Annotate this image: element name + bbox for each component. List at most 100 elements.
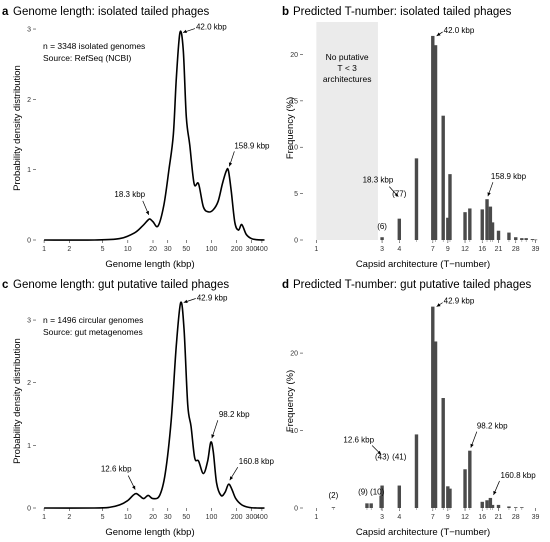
bar — [485, 199, 489, 240]
peak-annotation: 98.2 kbp — [219, 410, 250, 419]
bar — [431, 35, 435, 241]
x-tick-label: 3 — [380, 514, 384, 521]
peak-arrow-head — [182, 29, 187, 34]
x-tick-label: 39 — [532, 246, 540, 253]
x-tick-label: 200 — [231, 246, 243, 253]
note-a-source: Source: RefSeq (NCBI) — [43, 53, 132, 63]
bar-arrow-head — [436, 32, 441, 36]
no-small-t-label-line: No putative — [326, 52, 369, 62]
bar — [514, 507, 518, 508]
peak-arrow-head — [229, 476, 234, 481]
bar-arrow-head — [377, 450, 382, 455]
y-tick-label: 15 — [290, 98, 298, 105]
x-tick-label: 300 — [246, 246, 258, 253]
bar — [496, 504, 501, 508]
bar — [441, 398, 445, 508]
peak-arrow-head — [132, 485, 136, 490]
y-tick-label: 1 — [27, 443, 31, 450]
y-tick-label: 0 — [294, 506, 298, 513]
x-tick-label: 12 — [461, 514, 469, 521]
x-tick-label: 1 — [42, 246, 46, 253]
x-tick-label: 10 — [124, 246, 132, 253]
panel-title-a: Genome length: isolated tailed phages — [13, 6, 210, 18]
bar — [397, 485, 402, 508]
y-tick-label: 20 — [290, 52, 298, 59]
x-tick-label: 2 — [67, 246, 71, 253]
bar — [414, 158, 419, 240]
x-tick-label: 28 — [512, 246, 520, 253]
peak-annotation: 158.9 kbp — [234, 141, 270, 150]
y-tick-label: 0 — [294, 238, 298, 245]
xlabel-b: Capsid architecture (T−number) — [356, 259, 490, 270]
x-tick-label: 12 — [461, 246, 469, 253]
note-c-count: n = 1496 circular genomes — [43, 315, 143, 325]
bar-annotation: (41) — [392, 453, 407, 462]
x-tick-label: 50 — [182, 246, 190, 253]
panel-title-d: Predicted T-number: gut putative tailed … — [293, 279, 531, 291]
bar — [533, 239, 538, 241]
bar — [463, 469, 467, 508]
bar — [448, 174, 452, 240]
bar — [331, 507, 336, 508]
y-tick-label: 2 — [27, 97, 31, 104]
bar — [446, 217, 450, 240]
bar-annotation: 158.9 kbp — [491, 172, 527, 181]
x-tick-label: 400 — [256, 514, 268, 521]
bar-annotation: 18.3 kbp — [363, 176, 394, 185]
x-tick-label: 100 — [206, 246, 218, 253]
y-tick-label: 0 — [27, 238, 31, 245]
bar — [530, 239, 535, 240]
bar — [488, 497, 493, 508]
ylabel-d: Frequency (%) — [285, 370, 296, 432]
bar-annotation: (10) — [370, 487, 385, 496]
bar — [441, 115, 445, 240]
plot-tnumber-isolated: No putative T < 3 architectures 0 5 10 15 20 1 3 4… — [290, 22, 540, 253]
x-tick-label: 21 — [495, 514, 503, 521]
peak-annotation: 42.0 kbp — [196, 23, 227, 32]
bar — [380, 237, 384, 240]
bar-annotation: 42.0 kbp — [444, 26, 475, 35]
peak-arrow-head — [145, 210, 149, 215]
x-tick-label: 28 — [512, 514, 520, 521]
bar-annotation: 160.8 kbp — [501, 471, 537, 480]
bar — [496, 230, 501, 240]
no-small-t-region — [316, 22, 378, 240]
x-tick-label: 100 — [206, 514, 218, 521]
y-tick-label: 20 — [290, 351, 298, 358]
x-tick-label: 16 — [478, 246, 486, 253]
bar-annotation: (6) — [377, 222, 387, 231]
note-a-count: n = 3348 isolated genomes — [43, 41, 145, 51]
panel-letter-b: b — [282, 6, 289, 18]
bar — [488, 206, 493, 240]
bar-annotation: 42.9 kbp — [444, 297, 475, 306]
y-tick-label: 2 — [27, 380, 31, 387]
bar-arrow-head — [487, 192, 491, 197]
panel-d: d Predicted T-number: gut putative taile… — [282, 279, 540, 538]
ylabel-c: Probability density distribution — [12, 338, 23, 464]
bar-arrow-head — [436, 303, 441, 307]
panel-title-b: Predicted T-number: isolated tailed phag… — [293, 6, 512, 18]
bar-annotation: (77) — [392, 190, 407, 199]
panel-c: c Genome length: gut putative tailed pha… — [2, 279, 274, 538]
plot-area — [36, 295, 270, 508]
peak-annotation: 42.9 kbp — [197, 294, 228, 303]
x-tick-label: 21 — [495, 246, 503, 253]
ylabel-a: Probability density distribution — [12, 65, 23, 191]
bar — [507, 506, 511, 508]
bar — [507, 232, 511, 240]
bar — [468, 208, 472, 240]
peak-arrow-head — [228, 162, 233, 167]
bar-annotation: 98.2 kbp — [477, 422, 508, 431]
panel-letter-d: d — [282, 279, 289, 291]
x-tick-label: 4 — [397, 246, 401, 253]
density-curve — [44, 301, 265, 509]
ylabel-b: Frequency (%) — [285, 97, 296, 159]
bar — [414, 434, 419, 508]
bar — [365, 503, 369, 508]
bar-annotation: (43) — [375, 453, 390, 462]
bar — [433, 341, 438, 508]
x-tick-label: 1 — [314, 514, 318, 521]
x-tick-label: 30 — [164, 246, 172, 253]
